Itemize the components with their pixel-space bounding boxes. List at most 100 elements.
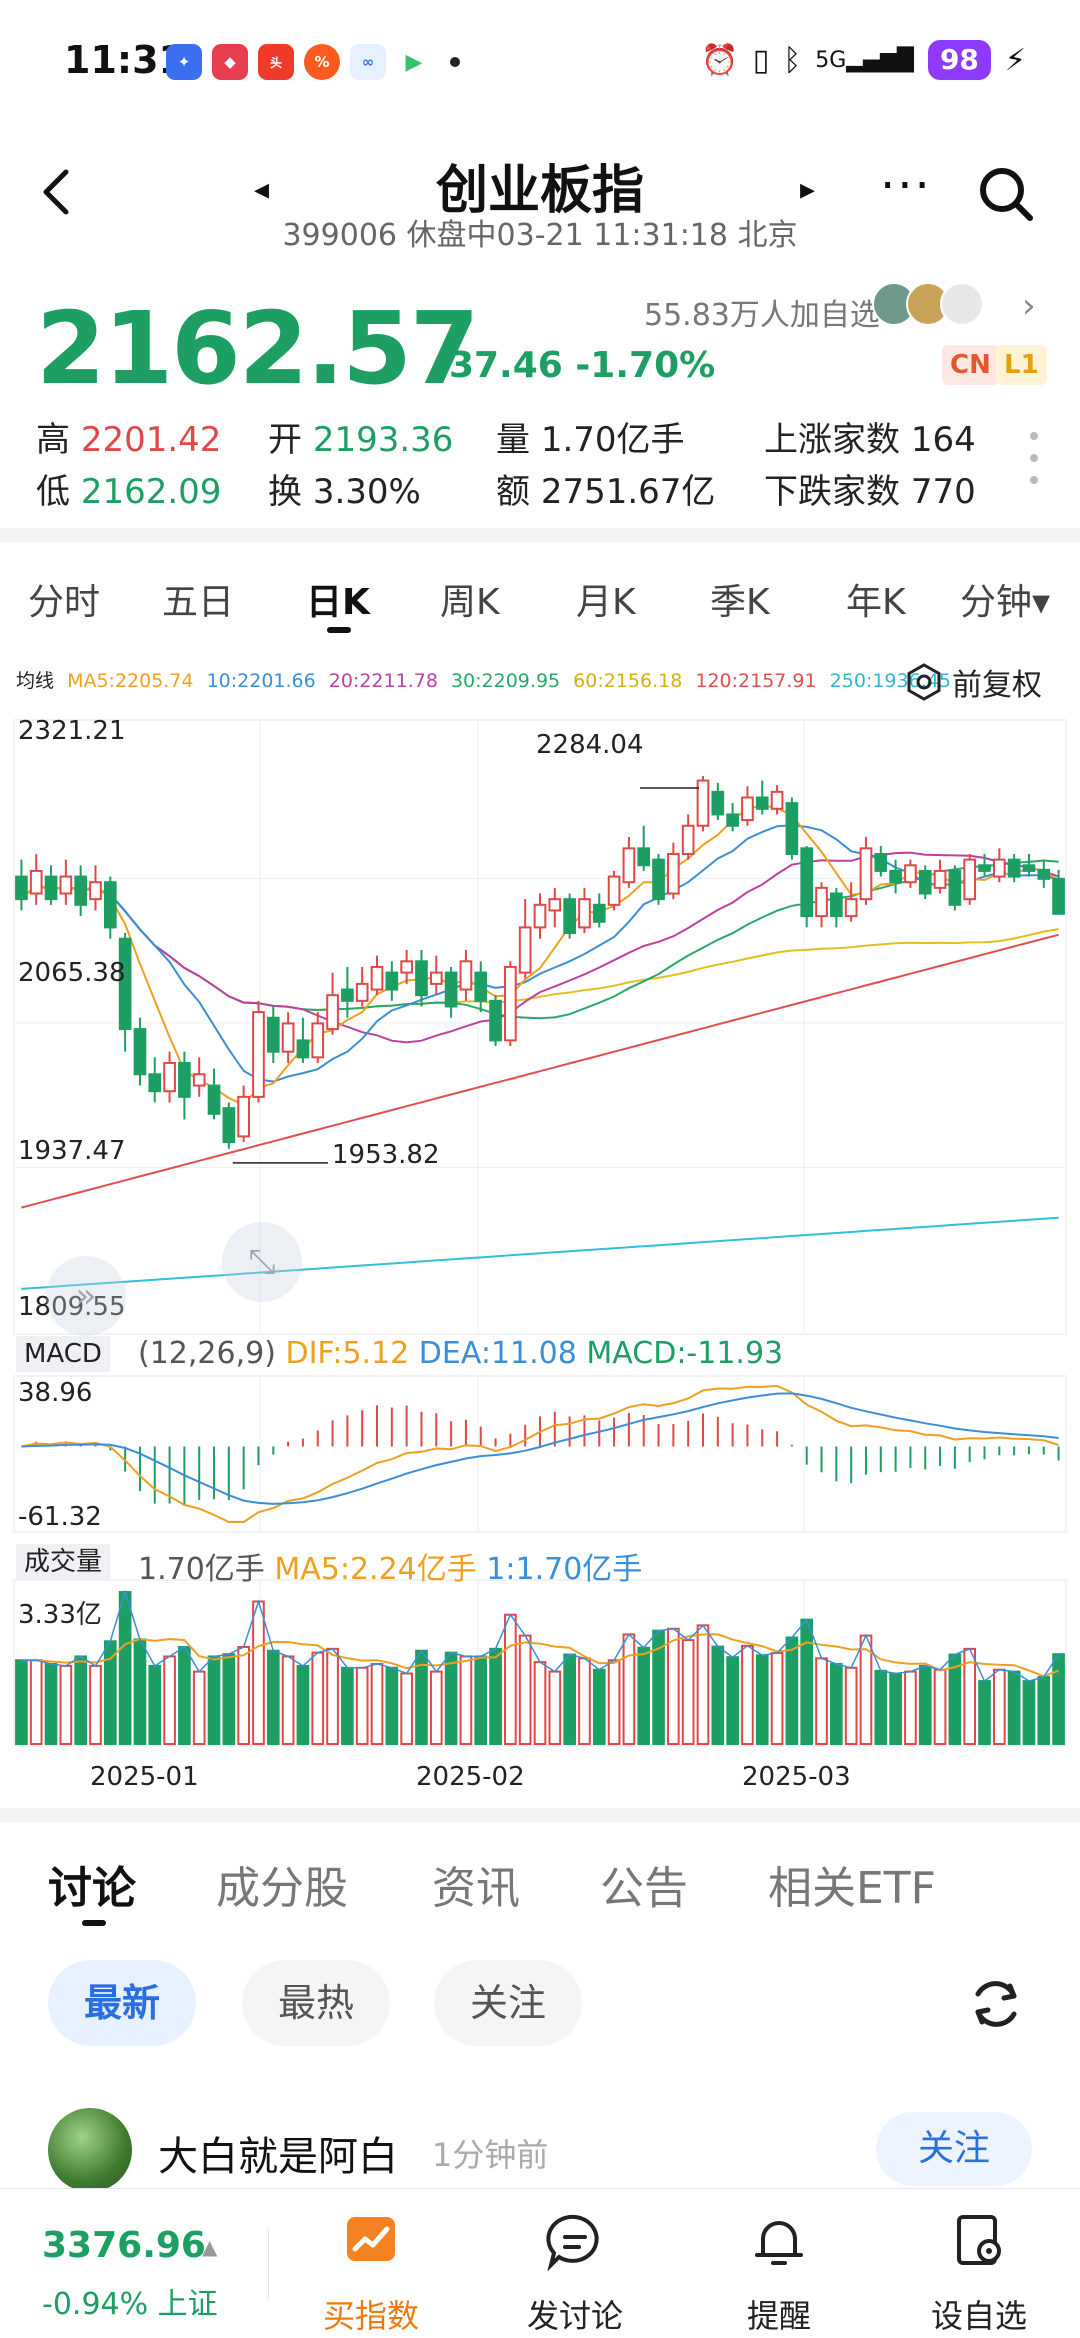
candle-body xyxy=(1022,864,1036,872)
tab-monthly-k[interactable]: 月K xyxy=(576,582,636,623)
volume-bar xyxy=(222,1653,236,1746)
chart-badge-icon xyxy=(347,2217,395,2261)
tab-discussion[interactable]: 讨论 xyxy=(48,1863,136,1914)
notification-icons: ✦ ◆ 头 % ∞ ▶ xyxy=(166,44,460,80)
market-index-value[interactable]: 3376.96 xyxy=(42,2225,206,2266)
reminder-button[interactable]: 提醒 xyxy=(704,2189,854,2338)
ma10-line xyxy=(20,824,1059,1083)
market-index-change[interactable]: -0.94% 上证 xyxy=(42,2287,218,2322)
page-title: 创业板指 xyxy=(435,161,644,221)
chip-hottest[interactable]: 最热 xyxy=(242,1960,391,2046)
price-panel-frame xyxy=(13,719,1067,1335)
price-change: -37.46 -1.70% xyxy=(434,345,716,386)
y-tick: 2321.21 xyxy=(18,716,126,746)
candle-body xyxy=(207,1084,221,1115)
candle-body xyxy=(637,847,651,867)
status-time: 11:31 xyxy=(64,38,185,82)
add-watchlist-button[interactable]: 设自选 xyxy=(904,2189,1054,2338)
y-tick: 1937.47 xyxy=(18,1136,126,1166)
refresh-button[interactable] xyxy=(966,1974,1026,2034)
candle-body xyxy=(992,858,1006,878)
chip-latest[interactable]: 最新 xyxy=(48,1960,197,2046)
post-item[interactable]: 大白就是阿白 1分钟前 关注 xyxy=(0,2100,1080,2200)
volume-bar xyxy=(103,1640,117,1745)
ma5-line xyxy=(20,804,1060,1107)
volume-bar xyxy=(296,1664,310,1746)
volume-bar xyxy=(326,1647,339,1745)
follower-avatars[interactable] xyxy=(872,282,984,326)
stat-high: 高 2201.42 xyxy=(36,420,222,460)
watchlist-icon xyxy=(957,2215,1001,2265)
volume-bar xyxy=(1007,1670,1021,1746)
volume-bar xyxy=(592,1668,606,1746)
volume-bar xyxy=(133,1638,147,1745)
candle-body xyxy=(15,875,28,901)
low-annotation: 1953.82 xyxy=(332,1140,440,1170)
app-shop-icon: ◆ xyxy=(212,44,248,80)
volume-bar xyxy=(385,1666,399,1746)
expand-left-button[interactable]: » xyxy=(46,1256,126,1336)
kline-tabs: 分时 五日 日K 周K 月K 季K 年K 分钟▾ xyxy=(0,565,1080,645)
tab-announcements[interactable]: 公告 xyxy=(600,1863,688,1914)
candle-body xyxy=(148,1073,162,1093)
candle-body xyxy=(889,869,902,884)
battery-indicator: 98 xyxy=(927,40,991,80)
next-index-button[interactable]: ▸ xyxy=(800,172,816,207)
volume-bar xyxy=(178,1645,191,1745)
volume-bar xyxy=(800,1618,814,1746)
vibrate-icon: ▯ xyxy=(752,42,770,78)
tab-yearly-k[interactable]: 年K xyxy=(846,582,906,623)
volume-bar xyxy=(637,1646,651,1746)
candle-body xyxy=(1007,858,1021,878)
adjust-toggle[interactable]: 前复权 xyxy=(904,660,1042,704)
candle-body xyxy=(681,824,695,855)
tab-minute-dropdown[interactable]: 分钟▾ xyxy=(960,582,1051,623)
avatar[interactable] xyxy=(48,2108,132,2192)
x-tick: 2025-02 xyxy=(416,1762,525,1792)
back-button[interactable] xyxy=(36,162,86,222)
high-annotation: 2284.04 xyxy=(536,730,644,760)
candle-body xyxy=(89,881,102,901)
volume-bar xyxy=(889,1672,902,1746)
kline-chart-area[interactable]: 均线 MA5:2205.74 10:2201.66 20:2211.78 30:… xyxy=(0,650,1080,1800)
candle-body xyxy=(29,869,43,895)
volume-bar xyxy=(815,1657,828,1745)
l1-badge: L1 xyxy=(996,345,1047,385)
tab-weekly-k[interactable]: 周K xyxy=(440,582,500,623)
post-discussion-button[interactable]: 发讨论 xyxy=(500,2189,650,2338)
volume-bar xyxy=(696,1624,710,1746)
volume-bar xyxy=(992,1668,1006,1746)
volume-bar xyxy=(355,1666,369,1746)
tab-intraday[interactable]: 分时 xyxy=(28,582,101,623)
volume-bar xyxy=(533,1661,547,1746)
volume-bar xyxy=(844,1666,858,1746)
chip-following[interactable]: 关注 xyxy=(434,1960,583,2046)
ma30-line xyxy=(20,859,1059,1020)
candle-body xyxy=(341,988,354,1002)
tab-daily-k[interactable]: 日K xyxy=(306,582,370,623)
candle-body xyxy=(415,960,428,997)
tab-five-day[interactable]: 五日 xyxy=(162,582,235,623)
prev-index-button[interactable]: ◂ xyxy=(254,172,270,207)
follower-count[interactable]: 55.83万人加自选 xyxy=(644,298,880,333)
search-button[interactable] xyxy=(976,164,1036,224)
follow-button[interactable]: 关注 xyxy=(876,2112,1032,2186)
candle-body xyxy=(103,881,117,929)
volume-bar xyxy=(207,1655,221,1745)
volume-tag[interactable]: 成交量 xyxy=(16,1544,111,1580)
tab-components[interactable]: 成分股 xyxy=(216,1863,348,1914)
buy-index-button[interactable]: 买指数 xyxy=(296,2189,446,2338)
tab-related-etf[interactable]: 相关ETF xyxy=(768,1863,936,1914)
fullscreen-button[interactable]: ⤡ xyxy=(222,1222,302,1302)
more-button[interactable]: ··· xyxy=(880,158,932,214)
volume-bar xyxy=(148,1664,162,1746)
chevron-right-icon[interactable]: › xyxy=(1022,286,1036,326)
tab-quarterly-k[interactable]: 季K xyxy=(710,582,770,623)
stats-more-icon[interactable] xyxy=(1030,432,1040,498)
volume-bar xyxy=(518,1634,532,1745)
macd-tag[interactable]: MACD xyxy=(16,1336,110,1372)
tab-news[interactable]: 资讯 xyxy=(432,1863,520,1914)
chevron-left-icon xyxy=(43,169,69,215)
post-author[interactable]: 大白就是阿白 xyxy=(158,2134,398,2180)
candle-body xyxy=(429,971,443,985)
